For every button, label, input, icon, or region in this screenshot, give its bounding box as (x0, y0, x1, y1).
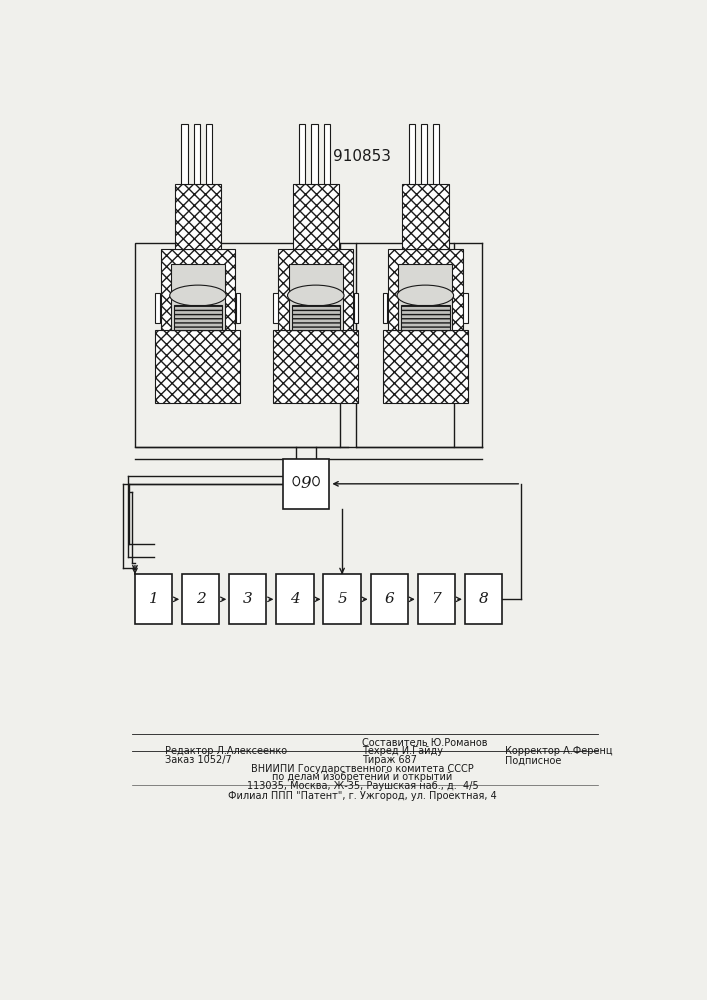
Ellipse shape (170, 285, 226, 306)
Text: 9: 9 (301, 475, 312, 492)
Text: Заказ 1052/7: Заказ 1052/7 (165, 755, 232, 765)
Bar (401, 305, 450, 330)
Bar (293, 184, 339, 249)
Circle shape (312, 477, 320, 486)
Bar (160, 249, 235, 330)
Bar (402, 184, 448, 249)
Text: 1: 1 (148, 592, 158, 606)
Ellipse shape (288, 285, 344, 306)
Circle shape (293, 477, 300, 486)
Bar (370, 574, 408, 624)
Bar (299, 124, 305, 184)
Bar (182, 124, 187, 184)
Text: по делам изобретений и открытий: по делам изобретений и открытий (272, 772, 452, 782)
Bar (171, 264, 225, 330)
Text: 113035, Москва, Ж-35, Раушская наб., д.  4/5: 113035, Москва, Ж-35, Раушская наб., д. … (247, 781, 478, 791)
Bar (174, 305, 222, 330)
Bar (464, 574, 502, 624)
Bar (354, 293, 358, 323)
Bar (279, 249, 353, 330)
Bar (324, 124, 329, 184)
Text: Филиал ППП "Патент", г. Ужгород, ул. Проектная, 4: Филиал ППП "Патент", г. Ужгород, ул. Про… (228, 791, 497, 801)
Bar (156, 293, 160, 323)
Bar (274, 330, 358, 403)
Bar (274, 293, 278, 323)
Bar (283, 459, 329, 509)
Text: Корректор А.Ференц: Корректор А.Ференц (505, 746, 612, 756)
Text: Составитель Ю.Романов: Составитель Ю.Романов (363, 738, 488, 748)
Bar (194, 124, 199, 184)
Bar (135, 574, 173, 624)
Bar (388, 249, 462, 330)
Text: 3: 3 (243, 592, 252, 606)
Bar (276, 574, 314, 624)
Bar (312, 124, 317, 184)
Bar (135, 243, 341, 447)
Text: Редактор Л.Алексеенко: Редактор Л.Алексеенко (165, 746, 287, 756)
Text: ВНИИПИ Государственного комитета СССР: ВНИИПИ Государственного комитета СССР (251, 764, 474, 774)
Text: 4: 4 (290, 592, 300, 606)
Bar (464, 293, 468, 323)
Bar (383, 330, 468, 403)
Bar (175, 184, 221, 249)
Bar (399, 264, 452, 330)
Bar (383, 293, 387, 323)
Bar (156, 330, 240, 403)
Bar (206, 124, 212, 184)
Text: 910853: 910853 (333, 149, 392, 164)
Bar (356, 243, 455, 447)
Bar (421, 124, 427, 184)
Bar (291, 305, 340, 330)
Text: 5: 5 (337, 592, 347, 606)
Bar (409, 124, 415, 184)
Bar (229, 574, 267, 624)
Text: Подписное: Подписное (505, 755, 561, 765)
Text: 7: 7 (431, 592, 441, 606)
Bar (289, 264, 343, 330)
Text: 8: 8 (479, 592, 489, 606)
Bar (236, 293, 240, 323)
Ellipse shape (397, 285, 454, 306)
Text: Тираж 687: Тираж 687 (363, 755, 417, 765)
Bar (418, 574, 455, 624)
Text: 6: 6 (385, 592, 394, 606)
Text: 2: 2 (196, 592, 206, 606)
Bar (433, 124, 439, 184)
Text: Техред И.Гайду: Техред И.Гайду (363, 746, 443, 756)
Bar (323, 574, 361, 624)
Bar (182, 574, 219, 624)
